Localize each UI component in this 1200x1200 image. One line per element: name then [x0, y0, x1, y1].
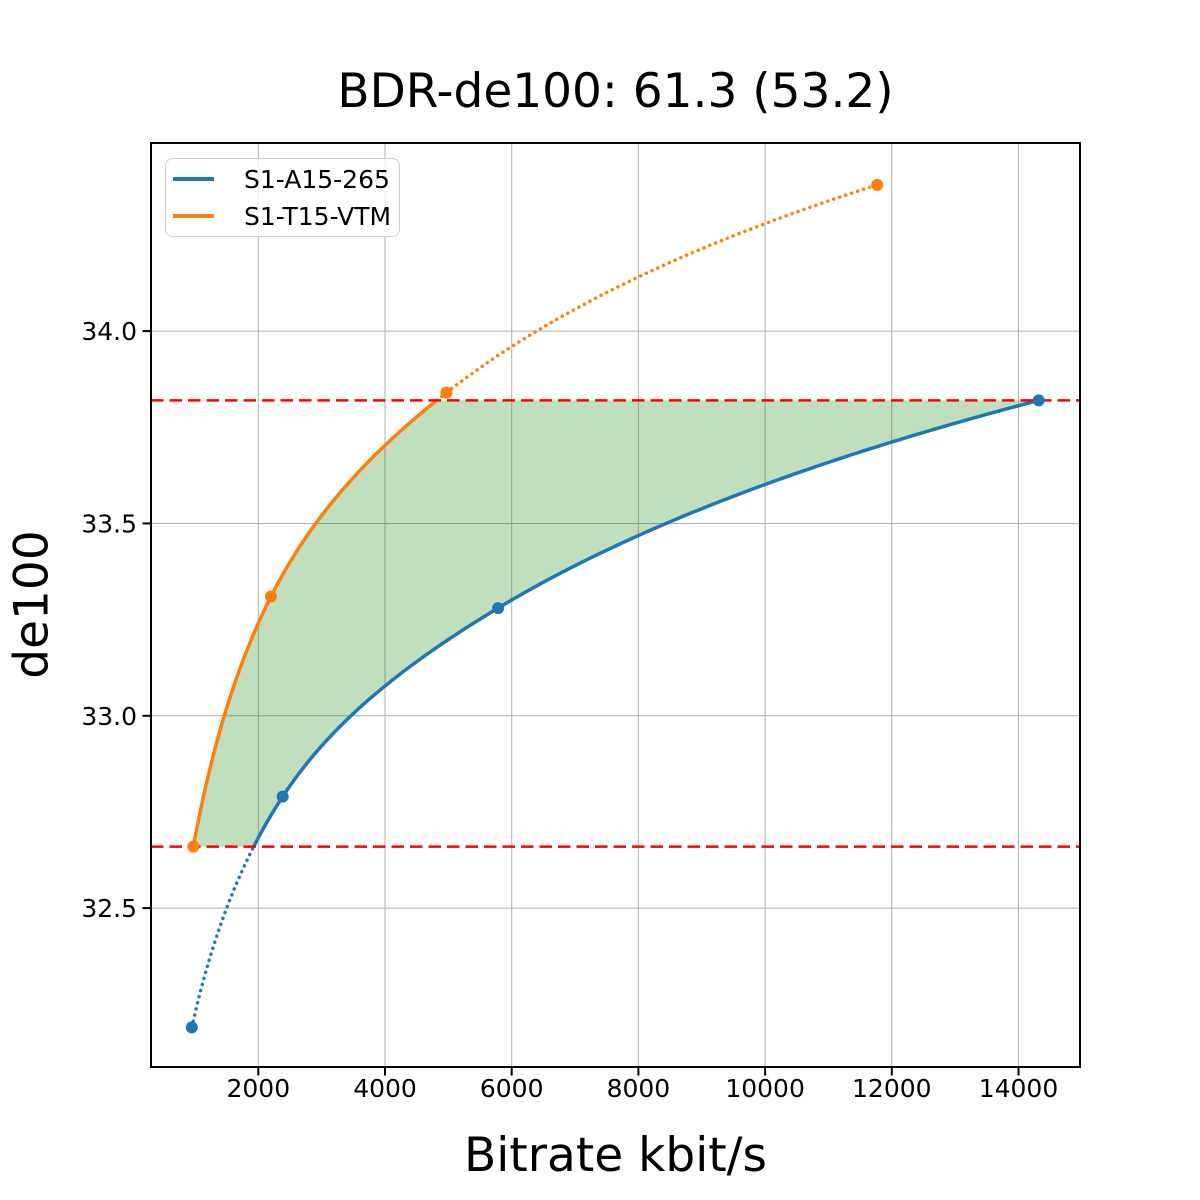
bd-rate-fill-region [193, 400, 1039, 847]
y-tick-label: 33.5 [81, 509, 137, 538]
data-point-marker [440, 386, 453, 399]
x-axis-label: Bitrate kbit/s [464, 1128, 767, 1183]
data-point-marker [264, 590, 277, 603]
data-point-marker [492, 602, 505, 615]
x-tick-label: 14000 [979, 1074, 1059, 1103]
y-tick-label: 34.0 [81, 317, 137, 346]
data-point-marker [187, 840, 200, 853]
y-tick-label: 33.0 [81, 702, 137, 731]
data-point-marker [871, 178, 884, 191]
legend-item-series-0: S1-A15-265 [166, 161, 399, 198]
x-tick-label: 6000 [480, 1074, 544, 1103]
legend-item-series-1: S1-T15-VTM [166, 198, 399, 235]
legend-label-series-0: S1-A15-265 [244, 164, 390, 194]
x-tick-label: 4000 [353, 1074, 417, 1103]
data-point-marker [185, 1021, 198, 1034]
data-point-marker [276, 790, 289, 803]
series-curve-dotted [190, 844, 256, 1030]
chart-title: BDR-de100: 61.3 (53.2) [337, 64, 894, 119]
y-axis-label: de100 [4, 530, 60, 679]
legend-label-series-1: S1-T15-VTM [244, 201, 392, 231]
series-curve-solid [252, 398, 1040, 848]
y-tick-label: 32.5 [81, 894, 137, 923]
x-tick-label: 12000 [852, 1074, 932, 1103]
series-curve-dotted [434, 183, 879, 403]
data-point-marker [1032, 394, 1045, 407]
x-tick-label: 2000 [226, 1074, 290, 1103]
x-tick-label: 8000 [607, 1074, 671, 1103]
legend-line-sample-orange [173, 214, 214, 218]
legend-line-sample-blue [173, 177, 214, 181]
legend: S1-A15-265 S1-T15-VTM [165, 158, 400, 237]
axes-spines [150, 142, 1081, 1068]
x-tick-label: 10000 [725, 1074, 805, 1103]
